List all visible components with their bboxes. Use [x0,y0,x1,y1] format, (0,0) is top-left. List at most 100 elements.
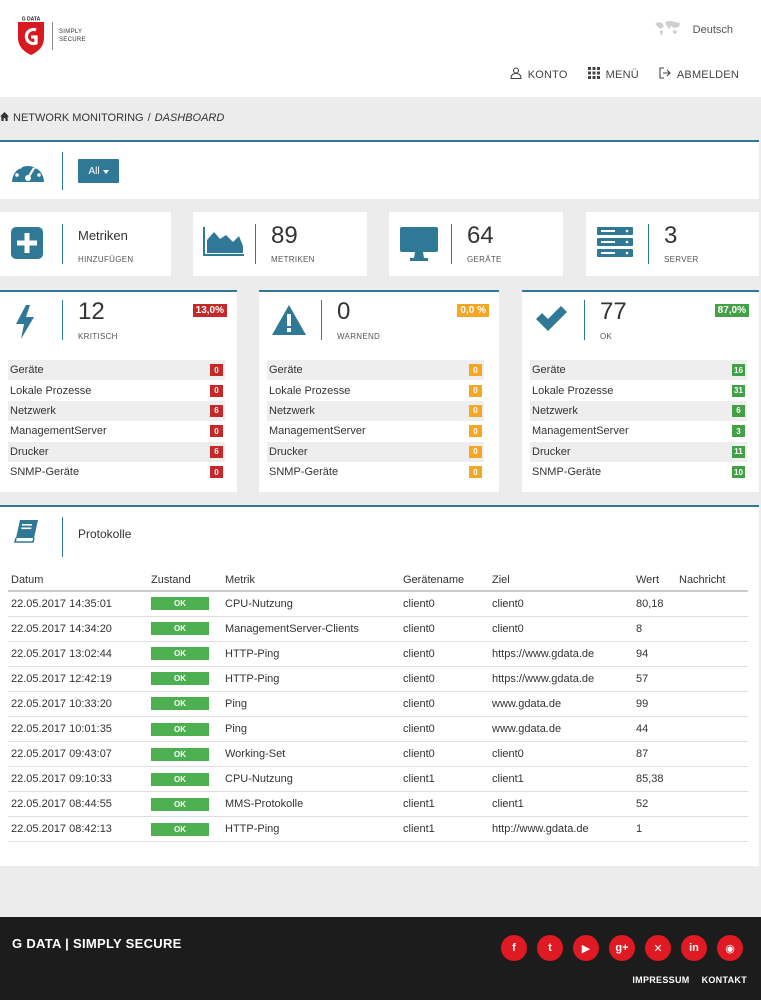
account-button[interactable]: KONTO [510,67,568,82]
cell-value: 87 [633,741,676,768]
critical-category-list: Geräte 0 Lokale Prozesse 0 Netzwerk 6 Manag… [8,360,225,482]
imprint-link[interactable]: IMPRESSUM [632,975,690,985]
gdata-logo[interactable]: G DATA SIMPLY SECURE [16,16,86,56]
column-header-value[interactable]: Wert [633,569,676,592]
count-badge: 0 [469,425,482,438]
card-value: 64 [467,222,494,249]
list-item[interactable]: Netzwerk 6 [8,400,225,422]
status-badge: OK [151,672,209,686]
table-row[interactable]: 22.05.2017 10:33:20 OK Ping client0 www.gdat… [8,691,748,717]
menu-button[interactable]: MENÜ [587,67,639,82]
linkedin-icon[interactable]: in [681,935,707,961]
cell-device: client0 [400,591,489,617]
cell-date: 22.05.2017 09:10:33 [8,766,148,793]
table-row[interactable]: 22.05.2017 09:43:07 OK Working-Set client0 c… [8,741,748,768]
column-header-device[interactable]: Gerätename [400,569,489,592]
xing-icon[interactable]: ✕ [645,935,671,961]
filter-dropdown-button[interactable]: All [78,159,119,183]
card-subtitle: GERÄTE [467,255,502,264]
table-row[interactable]: 22.05.2017 10:01:35 OK Ping client0 www.gdat… [8,716,748,743]
add-metric-card[interactable]: Metriken HINZUFÜGEN [0,212,171,276]
column-header-message[interactable]: Nachricht [676,569,748,592]
list-item[interactable]: SNMP-Geräte 0 [8,462,225,482]
list-item[interactable]: Netzwerk 6 [530,400,747,422]
ok-label: OK [600,332,613,341]
list-item[interactable]: ManagementServer 3 [530,421,747,441]
column-header-target[interactable]: Ziel [489,569,633,592]
selector-divider [62,152,63,190]
table-row[interactable]: 22.05.2017 14:34:20 OK ManagementServer-Cl… [8,616,748,642]
list-item[interactable]: Geräte 0 [267,360,484,381]
table-row[interactable]: 22.05.2017 08:42:13 OK HTTP-Ping client1 htt… [8,816,748,843]
list-item[interactable]: Drucker 0 [267,441,484,462]
home-icon[interactable] [0,112,9,124]
breadcrumb-root[interactable]: NETWORK MONITORING [13,112,144,124]
count-badge: 6 [210,404,223,417]
list-item[interactable]: ManagementServer 0 [8,421,225,441]
count-badge: 0 [210,425,223,438]
twitter-icon[interactable]: t [537,935,563,961]
cell-device: client1 [400,791,489,818]
count-badge: 0 [210,466,223,479]
cell-date: 22.05.2017 08:42:13 [8,816,148,843]
breadcrumb: NETWORK MONITORING / DASHBOARD [0,112,224,124]
card-value: 3 [664,222,678,249]
list-item[interactable]: Drucker 11 [530,441,747,462]
list-item[interactable]: Geräte 16 [530,360,747,381]
category-name: Netzwerk [269,404,315,417]
list-item[interactable]: Lokale Prozesse 0 [267,380,484,400]
cell-value: 52 [633,791,676,818]
cell-target: client0 [489,741,633,768]
list-item[interactable]: ManagementServer 0 [267,421,484,441]
cell-message [676,791,748,818]
status-badge: OK [151,697,209,711]
list-item[interactable]: Netzwerk 0 [267,400,484,422]
list-item[interactable]: SNMP-Geräte 10 [530,462,747,482]
list-item[interactable]: Geräte 0 [8,360,225,381]
servers-card[interactable]: 3 SERVER [586,212,759,276]
count-badge: 6 [732,404,745,417]
plus-icon [10,226,44,265]
language-selector[interactable]: Deutsch [653,20,733,39]
list-item[interactable]: Drucker 6 [8,441,225,462]
column-header-metric[interactable]: Metrik [222,569,400,592]
devices-card[interactable]: 64 GERÄTE [389,212,563,276]
category-name: ManagementServer [269,425,366,438]
list-item[interactable]: Lokale Prozesse 31 [530,380,747,400]
caret-down-icon [102,166,109,177]
metrics-card[interactable]: 89 METRIKEN [193,212,367,276]
rss-icon[interactable]: ◉ [717,935,743,961]
youtube-icon[interactable]: ▶ [573,935,599,961]
cell-metric: CPU-Nutzung [222,766,400,793]
count-badge: 0 [469,445,482,458]
cell-target: www.gdata.de [489,716,633,743]
facebook-icon[interactable]: f [501,935,527,961]
contact-link[interactable]: KONTAKT [701,975,747,985]
table-row[interactable]: 22.05.2017 14:35:01 OK CPU-Nutzung client0 c… [8,591,748,617]
list-item[interactable]: Lokale Prozesse 0 [8,380,225,400]
column-header-state[interactable]: Zustand [148,569,222,592]
logs-panel: Protokolle Datum Zustand Metrik Gerätena… [0,505,759,866]
googleplus-icon[interactable]: g+ [609,935,635,961]
check-icon [534,304,568,337]
count-badge: 0 [210,384,223,397]
table-row[interactable]: 22.05.2017 13:02:44 OK HTTP-Ping client0 htt… [8,641,748,667]
logo-shield-icon: G DATA [16,16,46,56]
logout-icon [659,67,671,82]
status-badge: OK [151,622,209,636]
table-row[interactable]: 22.05.2017 09:10:33 OK CPU-Nutzung client1 c… [8,766,748,793]
list-item[interactable]: SNMP-Geräte 0 [267,462,484,482]
category-name: Lokale Prozesse [10,384,92,397]
cell-date: 22.05.2017 14:34:20 [8,616,148,642]
cell-message [676,666,748,692]
cell-metric: Working-Set [222,741,400,768]
count-badge: 10 [732,466,745,479]
count-badge: 0 [210,364,223,377]
card-divider [451,224,452,264]
column-header-date[interactable]: Datum [8,569,148,592]
table-row[interactable]: 22.05.2017 08:44:55 OK MMS-Protokolle clien… [8,791,748,818]
cell-message [676,816,748,843]
table-row[interactable]: 22.05.2017 12:42:19 OK HTTP-Ping client0 htt… [8,666,748,692]
cell-target: client1 [489,791,633,818]
logout-button[interactable]: ABMELDEN [659,67,739,82]
